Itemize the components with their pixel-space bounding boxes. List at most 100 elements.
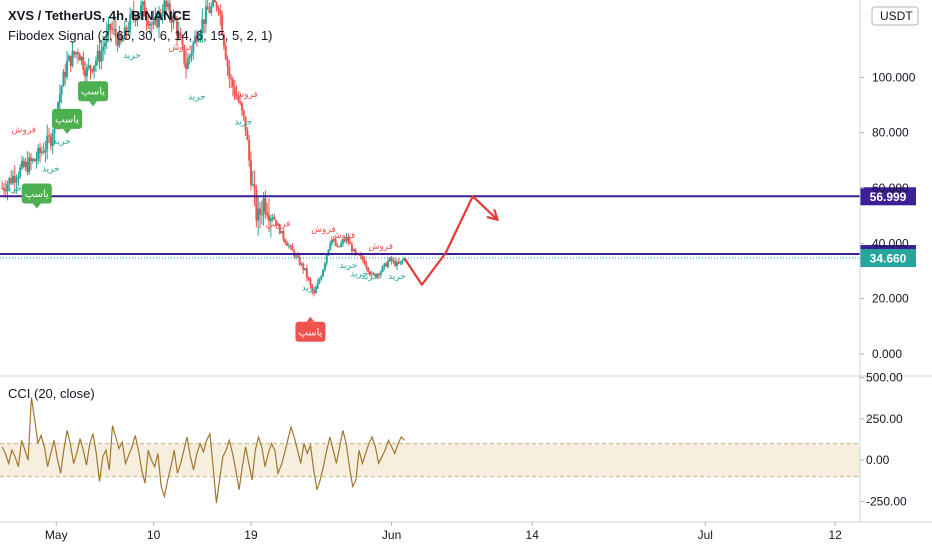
signal-tags: یاسپ یاسپ یاسپ یاسپ: [21, 81, 326, 342]
candle: [80, 55, 83, 66]
candle: [298, 254, 301, 266]
level-price-label: 56.999: [870, 190, 907, 204]
candle: [381, 265, 384, 273]
time-axis[interactable]: May 10 19 Jun 14 Jul 12: [45, 522, 842, 542]
candle: [228, 60, 231, 89]
candle: [17, 171, 20, 186]
candle: [161, 4, 164, 24]
candle: [248, 134, 251, 167]
candle: [313, 287, 316, 297]
horizontal-levels[interactable]: 56.99936.11434.660: [0, 187, 916, 268]
candle: [320, 274, 323, 281]
candle: [35, 151, 38, 169]
candle: [213, 0, 216, 3]
signal-label-buy: خرید: [361, 272, 379, 282]
candle: [277, 221, 280, 226]
cci-axis[interactable]: 500.00 250.00 0.00 -250.00: [860, 371, 907, 509]
projection-arrow[interactable]: [403, 195, 499, 286]
price-tick-label: 40.000: [872, 236, 909, 250]
candle: [349, 238, 352, 245]
time-tick-label: Jul: [698, 528, 713, 542]
candle: [102, 35, 105, 61]
candle: [22, 157, 25, 169]
candle: [390, 255, 393, 265]
candle: [305, 264, 308, 282]
signal-label-buy: خرید: [4, 184, 22, 194]
time-tick-label: May: [45, 528, 68, 542]
candle: [129, 7, 132, 35]
candle: [188, 54, 191, 65]
candle: [368, 270, 371, 277]
candle: [224, 42, 227, 61]
candle: [249, 151, 252, 190]
candle: [266, 202, 269, 220]
candle: [340, 240, 343, 248]
candle: [235, 85, 238, 98]
candle: [370, 270, 373, 277]
svg-text:یاسپ: یاسپ: [81, 87, 105, 98]
cci-legend[interactable]: CCI (20, close): [8, 386, 95, 401]
cci-tick-label: -250.00: [866, 494, 907, 508]
level-price-tag: [860, 187, 916, 206]
signal-label-buy: خرید: [53, 137, 71, 147]
candle: [210, 1, 213, 17]
candle: [206, 0, 209, 11]
candle: [4, 180, 7, 199]
price-axis[interactable]: 100.000 80.000 60.000 40.000 20.000 0.000 USDT: [860, 6, 919, 361]
cci-tick-label: 500.00: [866, 371, 903, 385]
candle: [262, 192, 265, 226]
signal-label-buy: خرید: [42, 164, 60, 174]
candle: [316, 278, 319, 289]
candle: [302, 262, 305, 274]
candle: [314, 285, 317, 294]
candle: [215, 1, 218, 13]
last-price-tag: [860, 249, 916, 268]
signal-label-sell: فروش: [11, 126, 36, 136]
candle: [76, 48, 79, 64]
candle: [64, 63, 67, 85]
symbol-legend[interactable]: XVS / TetherUS, 4h, BINANCE: [8, 8, 191, 23]
candle: [365, 260, 368, 271]
cci-tick-label: 0.00: [866, 453, 890, 467]
candle: [278, 223, 281, 235]
indicator-legend[interactable]: Fibodex Signal (2, 65, 30, 6, 14, 6, 15,…: [8, 28, 273, 43]
candle: [138, 13, 141, 18]
candle: [42, 142, 45, 154]
candle: [163, 0, 166, 19]
candle: [141, 0, 144, 11]
candle: [100, 40, 103, 70]
candle: [190, 50, 193, 62]
projection-arrowhead: [486, 208, 499, 221]
time-tick-label: 12: [828, 528, 842, 542]
candle: [51, 129, 54, 155]
candle: [158, 6, 161, 39]
candle: [372, 271, 375, 276]
projection-path: [403, 195, 499, 286]
candle: [199, 29, 202, 43]
candle: [300, 262, 303, 267]
candle: [289, 244, 292, 250]
candle: [286, 240, 289, 246]
candle: [181, 34, 184, 49]
candle: [267, 198, 270, 232]
candle: [67, 53, 70, 62]
candle: [231, 76, 234, 97]
candle: [271, 214, 274, 222]
candle: [338, 246, 341, 248]
candle: [260, 200, 263, 225]
svg-text:یاسپ: یاسپ: [298, 327, 322, 338]
candle: [376, 272, 379, 280]
candle: [233, 80, 236, 101]
candle: [322, 269, 325, 277]
candle: [264, 190, 267, 219]
candle: [116, 32, 119, 52]
candle: [291, 243, 294, 251]
axes: [0, 0, 932, 523]
candle: [82, 51, 85, 75]
candle: [242, 109, 245, 121]
candle: [383, 263, 386, 270]
currency-pill: [871, 6, 919, 26]
candle: [62, 68, 65, 87]
signal-tag-buy: یاسپ: [21, 183, 52, 209]
